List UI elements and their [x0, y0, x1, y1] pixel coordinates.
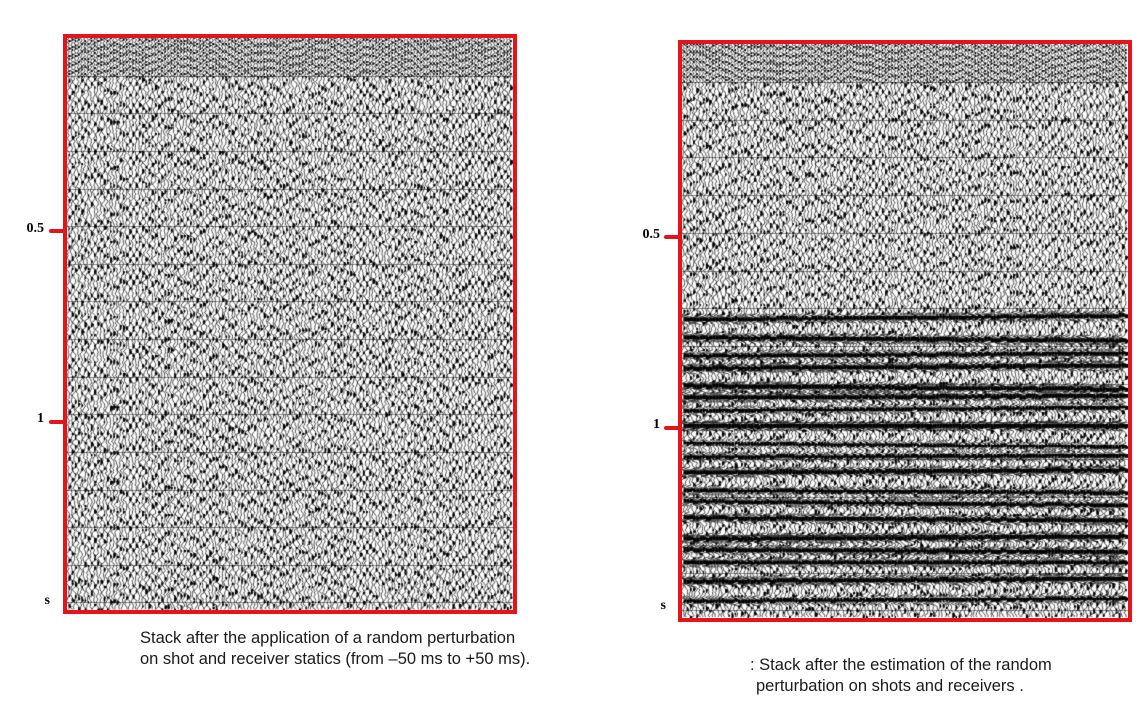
- left-tick-label-1: 1: [37, 411, 44, 426]
- right-caption: : Stack after the estimation of the rand…: [750, 655, 1052, 697]
- left-tick-label-0-5: 0.5: [26, 221, 45, 236]
- left-caption-line-1: Stack after the application of a random …: [140, 629, 516, 647]
- right-seismic-traces: [682, 44, 1128, 618]
- right-seismic-section: [678, 40, 1132, 622]
- left-seismic-section: [63, 34, 517, 614]
- right-caption-line-1: : Stack after the estimation of the rand…: [750, 656, 1052, 674]
- left-tick-mark-1: [49, 420, 65, 424]
- right-caption-line-2: perturbation on shots and receivers .: [756, 677, 1024, 695]
- right-tick-mark-1: [664, 426, 680, 430]
- left-tick-mark-0-5: [49, 229, 65, 233]
- right-tick-label-1: 1: [653, 417, 660, 432]
- left-caption-line-2: on shot and receiver statics (from –50 m…: [140, 650, 531, 668]
- right-tick-label-0-5: 0.5: [642, 227, 661, 242]
- left-tick-label-s: s: [44, 593, 50, 608]
- right-tick-mark-0-5: [664, 235, 680, 239]
- left-seismic-traces: [67, 38, 513, 610]
- right-tick-label-s: s: [660, 598, 666, 613]
- left-caption: Stack after the application of a random …: [140, 628, 530, 670]
